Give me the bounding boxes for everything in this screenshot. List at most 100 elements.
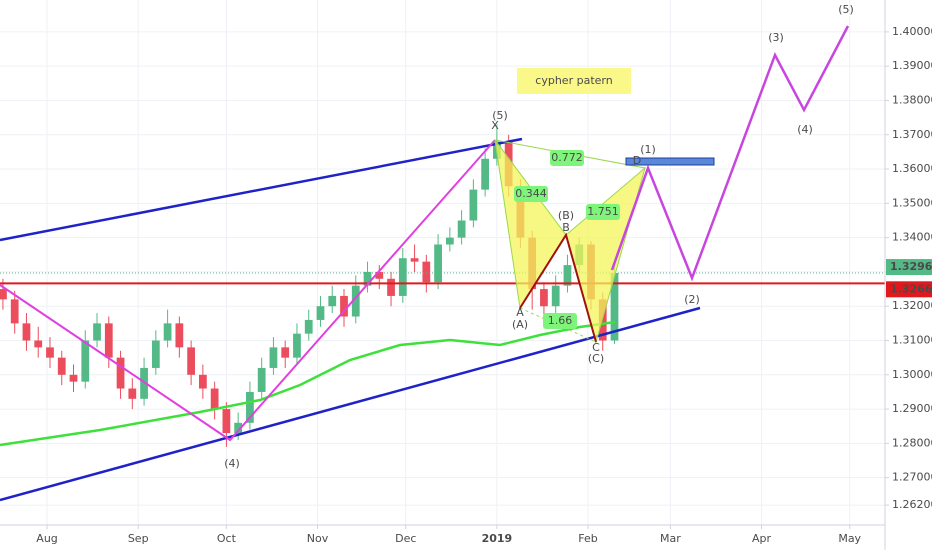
drawings xyxy=(0,25,850,502)
wave-label: (1) xyxy=(640,143,656,156)
candle-body xyxy=(22,323,31,341)
candle-body xyxy=(234,422,243,434)
wave-label: (A) xyxy=(512,318,528,331)
candle-body xyxy=(0,289,7,300)
pattern-point: X xyxy=(491,119,499,132)
candle-body xyxy=(481,158,490,190)
candle-body xyxy=(269,347,278,368)
y-tick-label: 1.37000 xyxy=(892,128,932,141)
pattern-point: D xyxy=(633,154,641,167)
candle-body xyxy=(34,340,43,348)
y-tick-label: 1.27000 xyxy=(892,471,932,484)
y-tick-label: 1.28000 xyxy=(892,436,932,449)
ratio-label: 0.344 xyxy=(515,187,547,200)
candle-body xyxy=(163,323,172,341)
x-tick-label: May xyxy=(838,532,861,545)
candle-body xyxy=(93,323,101,341)
channel-upper xyxy=(0,137,523,242)
price-label: 1.32668 xyxy=(890,282,932,295)
grid xyxy=(0,0,885,525)
x-tick-label: Nov xyxy=(307,532,329,545)
candle-body xyxy=(10,299,19,324)
candle-body xyxy=(116,357,125,389)
candle-body xyxy=(140,367,148,399)
y-tick-label: 1.29000 xyxy=(892,402,932,415)
x-tick-label: Mar xyxy=(660,532,681,545)
channel-lower xyxy=(0,306,701,502)
candle-body xyxy=(46,347,54,358)
wave-label: (5) xyxy=(838,3,854,16)
title-box xyxy=(517,68,631,94)
pattern-point: B xyxy=(562,221,570,234)
y-tick-label: 1.36000 xyxy=(892,162,932,175)
candle-body xyxy=(610,272,619,341)
wave-line xyxy=(0,139,496,442)
wave-label: (4) xyxy=(797,123,813,136)
candle-body xyxy=(445,237,454,245)
x-tick-label: Sep xyxy=(128,532,149,545)
pattern-title: cypher patern xyxy=(535,74,612,87)
candle-body xyxy=(387,278,395,296)
wave-label: (5) xyxy=(492,109,508,122)
candle-body xyxy=(304,319,313,334)
candle-body xyxy=(328,295,337,307)
candle-body xyxy=(187,347,195,375)
candle-body xyxy=(69,374,78,382)
candle-body xyxy=(598,299,607,341)
ratio-label: 1.66 xyxy=(548,314,573,327)
ratio-label: 0.772 xyxy=(551,151,583,164)
x-tick-label: Dec xyxy=(395,532,416,545)
y-tick-label: 1.39000 xyxy=(892,59,932,72)
candle-body xyxy=(198,374,207,389)
candle-body xyxy=(551,285,560,307)
candle-body xyxy=(210,388,219,410)
x-tick-label: Oct xyxy=(217,532,237,545)
wave-label: (3) xyxy=(768,31,784,44)
target-box xyxy=(625,157,715,166)
pattern-point: C xyxy=(592,341,600,354)
ratio-label: 1.751 xyxy=(587,205,619,218)
wave-label: (C) xyxy=(588,352,604,365)
candle-body xyxy=(563,265,572,286)
y-tick-label: 1.40000 xyxy=(892,25,932,38)
price-label-box xyxy=(886,259,932,276)
candle-body xyxy=(375,271,384,279)
pattern-point: A xyxy=(516,306,524,319)
x-tick-label: 2019 xyxy=(482,532,513,545)
candle-body xyxy=(398,258,407,296)
y-tick-label: 1.30000 xyxy=(892,368,932,381)
candle-body xyxy=(81,340,90,382)
wave-label: (2) xyxy=(684,293,700,306)
candle-body xyxy=(422,261,431,283)
candle-body xyxy=(457,220,466,238)
y-tick-label: 1.35000 xyxy=(892,196,932,209)
labels: cypher patern (5) (4) (A) (B) (C) (1) (2) (3) (4)… xyxy=(224,3,854,470)
candle-body xyxy=(540,289,548,307)
ratio-box xyxy=(550,150,584,166)
wave-projection xyxy=(610,25,850,282)
y-tick-label: 1.32000 xyxy=(892,299,932,312)
wave-label: (4) xyxy=(224,457,240,470)
x-tick-label: Apr xyxy=(752,532,772,545)
abc-line xyxy=(519,232,597,343)
candle-body xyxy=(222,409,231,434)
candle-body xyxy=(469,189,478,221)
candle-body xyxy=(351,285,360,317)
y-tick-label: 1.38000 xyxy=(892,93,932,106)
x-tick-label: Aug xyxy=(36,532,57,545)
y-tick-label: 1.26200 xyxy=(892,498,932,511)
candle-body xyxy=(57,357,66,375)
candle-body xyxy=(175,323,184,348)
ratio-box xyxy=(514,186,548,202)
x-tick-label: Feb xyxy=(578,532,597,545)
candle-body xyxy=(257,367,266,392)
candle-body xyxy=(293,333,301,358)
y-tick-label: 1.31000 xyxy=(892,334,932,347)
wave-label: (B) xyxy=(558,209,574,222)
candle-body xyxy=(128,388,137,399)
candle-body xyxy=(246,391,254,423)
pattern-ac xyxy=(519,307,597,343)
price-label: 1.32967 xyxy=(890,260,932,273)
